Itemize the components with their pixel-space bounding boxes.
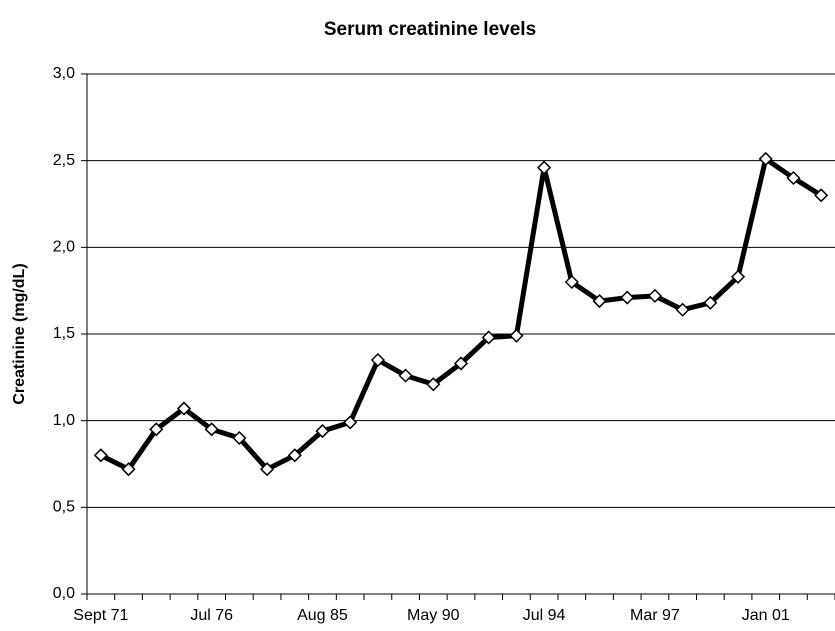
y-tick-label: 1,0 [53,412,75,429]
x-tick-label: Jan 01 [742,607,790,624]
data-point [509,328,524,343]
y-tick-label: 3,0 [53,65,75,82]
chart-title: Serum creatinine levels [324,19,536,40]
x-tick-label: Mar 97 [630,607,680,624]
data-point [315,424,330,439]
data-point [620,290,635,305]
data-point [786,170,801,186]
data-point [814,188,829,203]
data-point [260,462,275,477]
data-point [176,401,192,416]
data-point [481,330,496,345]
data-point [730,269,746,284]
data-point [592,294,607,309]
data-point [232,430,247,446]
data-point [758,151,773,166]
data-point [121,462,136,477]
data-point [564,274,579,290]
data-point [149,422,164,437]
data-point [647,288,662,303]
data-point [370,352,385,368]
data-point [675,302,690,317]
y-tick-label: 2,0 [53,239,75,256]
y-axis-label: Creatinine (mg/dL) [11,263,28,404]
y-tick-label: 0,5 [53,499,75,516]
x-tick-label: Sept 71 [73,607,128,624]
x-tick-label: Jul 76 [190,607,233,624]
data-line [99,156,823,472]
data-point [537,160,552,175]
y-tick-label: 1,5 [53,325,75,342]
data-point [426,377,441,392]
data-point [287,448,302,463]
data-point [453,356,469,371]
data-point [398,368,413,383]
y-tick-label: 2,5 [53,152,75,169]
y-tick-label: 0,0 [53,585,75,602]
data-point [703,295,718,310]
data-point [204,422,219,437]
data-point [343,415,358,430]
x-tick-label: May 90 [407,607,460,624]
x-tick-label: Aug 85 [297,607,348,624]
x-tick-label: Jul 94 [523,607,566,624]
data-point [93,448,108,463]
